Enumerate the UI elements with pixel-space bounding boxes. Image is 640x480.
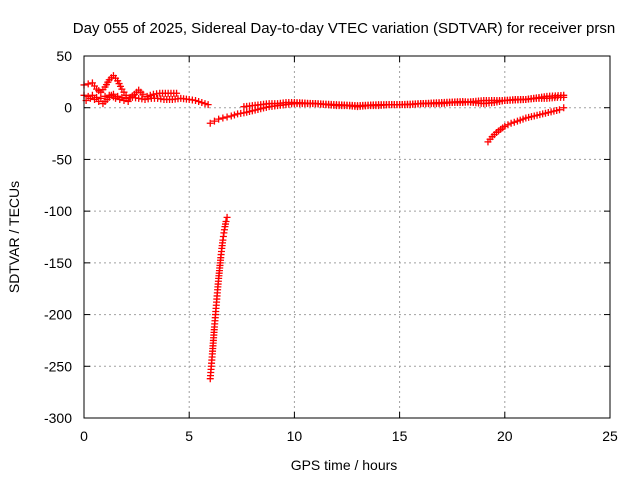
data-point	[116, 95, 124, 103]
data-point	[139, 90, 147, 98]
y-axis-label: SDTVAR / TECUs	[6, 181, 22, 293]
x-axis-label: GPS time / hours	[291, 457, 398, 473]
data-point	[230, 111, 238, 119]
y-tick-label: -250	[44, 358, 72, 374]
x-tick-label: 15	[392, 428, 408, 444]
grid-lines	[84, 56, 610, 418]
y-tick-label: -50	[52, 151, 72, 167]
data-point	[556, 106, 564, 114]
data-point	[504, 121, 512, 129]
y-tick-label: -150	[44, 255, 72, 271]
data-point	[560, 91, 568, 99]
x-tick-label: 20	[497, 428, 513, 444]
data-point	[501, 122, 509, 130]
data-point	[112, 94, 120, 102]
x-tick-label: 5	[185, 428, 193, 444]
y-tick-label: 0	[64, 100, 72, 116]
data-point	[86, 94, 94, 102]
y-tick-label: -300	[44, 410, 72, 426]
chart-title: Day 055 of 2025, Sidereal Day-to-day VTE…	[73, 20, 615, 37]
data-point	[124, 98, 132, 106]
x-tick-label: 0	[80, 428, 88, 444]
data-point	[206, 119, 214, 127]
data-points	[80, 72, 568, 383]
data-point	[146, 91, 154, 99]
data-point	[560, 104, 568, 112]
data-point	[210, 117, 218, 125]
data-point	[198, 99, 206, 107]
y-tick-label: -200	[44, 307, 72, 323]
data-point	[122, 91, 130, 99]
data-point	[195, 98, 203, 106]
data-point	[91, 95, 99, 103]
data-point	[219, 114, 227, 122]
data-point	[95, 98, 103, 106]
data-point	[507, 119, 515, 127]
data-point	[227, 112, 235, 120]
data-point	[223, 213, 231, 221]
data-point	[143, 92, 151, 100]
data-point	[120, 96, 128, 104]
data-point	[173, 89, 181, 97]
plot-frame	[83, 55, 611, 419]
data-point	[204, 101, 212, 109]
data-point	[223, 113, 231, 121]
data-point	[201, 100, 209, 108]
data-point	[222, 217, 230, 225]
data-point	[215, 115, 223, 123]
x-tick-label: 10	[287, 428, 303, 444]
y-tick-label: 50	[56, 48, 72, 64]
data-point	[192, 96, 200, 104]
data-point	[84, 80, 92, 88]
y-tick-label: -100	[44, 203, 72, 219]
x-tick-label: 25	[602, 428, 618, 444]
data-point	[510, 118, 518, 126]
axis-ticks: 0 5 10 15 20 25 50 0 -50 -100 -150 -200 -250 -300	[44, 48, 618, 444]
